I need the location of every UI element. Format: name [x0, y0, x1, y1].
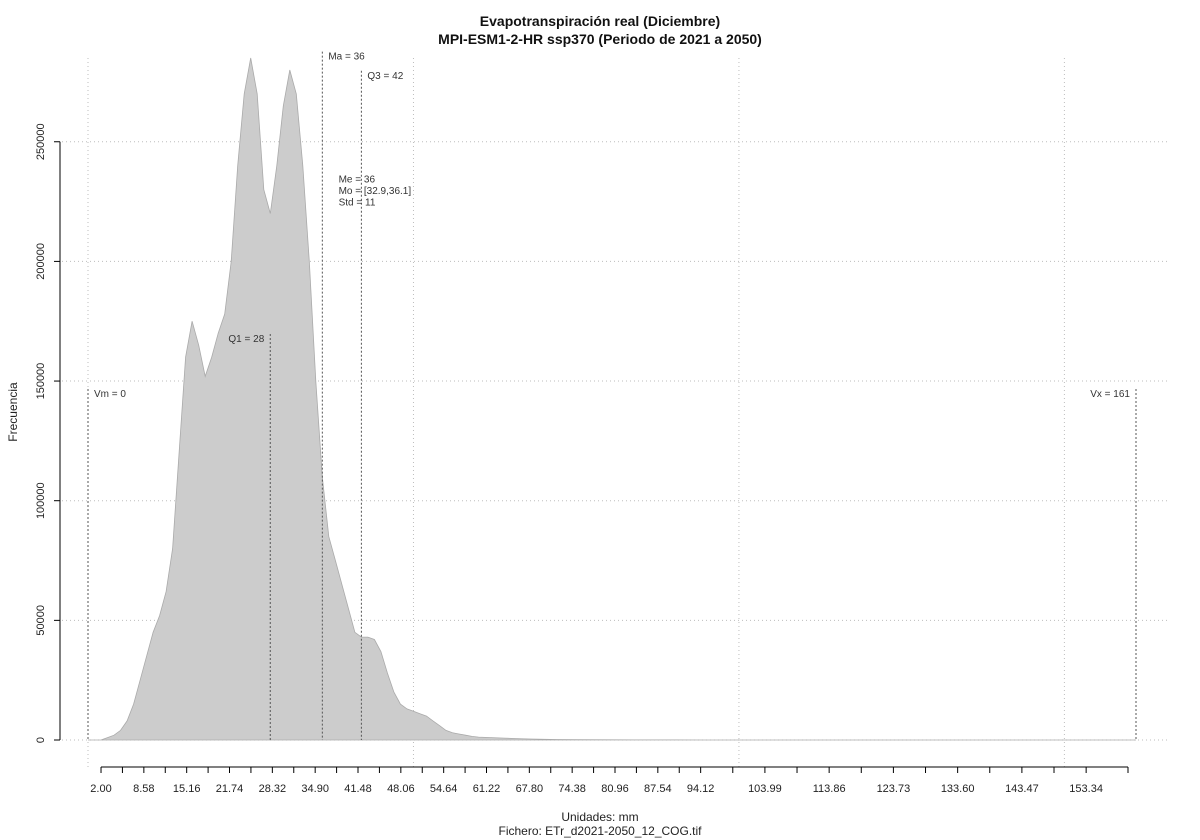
- stats-line: Std = 11: [339, 197, 376, 208]
- x-tick-label: 153.34: [1069, 783, 1103, 795]
- y-tick-label: 250000: [35, 123, 47, 160]
- x-tick-label: 123.73: [877, 783, 911, 795]
- y-tick-label: 150000: [35, 363, 47, 400]
- x-tick-label: 80.96: [601, 783, 629, 795]
- x-axis-label: Unidades: mm: [561, 810, 639, 824]
- chart-subtitle: MPI-ESM1-2-HR ssp370 (Periodo de 2021 a …: [438, 31, 762, 47]
- x-tick-label: 67.80: [516, 783, 544, 795]
- marker-label: Ma = 36: [328, 52, 365, 63]
- density-area: [88, 57, 1136, 741]
- x-tick-label: 61.22: [473, 783, 501, 795]
- x-tick-label: 113.86: [813, 783, 846, 795]
- x-tick-label: 8.58: [133, 783, 154, 795]
- x-tick-label: 48.06: [387, 783, 415, 795]
- x-tick-label: 41.48: [344, 783, 372, 795]
- marker-label: Vx = 161: [1090, 389, 1130, 400]
- x-tick-label: 54.64: [430, 783, 458, 795]
- y-tick-label: 200000: [35, 243, 47, 280]
- x-axis: 2.00 8.58 15.16 21.74 28.32 34.90 41.48 48.06 54…: [90, 766, 1129, 795]
- marker-label: Vm = 0: [94, 389, 126, 400]
- x-tick-label: 87.54: [644, 783, 672, 795]
- x-tick-label: 28.32: [259, 783, 287, 795]
- x-tick-label: 34.90: [301, 783, 329, 795]
- x-tick-label: 103.99: [748, 783, 782, 795]
- marker-label: Q3 = 42: [367, 71, 403, 82]
- stats-line: Mo = [32.9,36.1]: [339, 186, 412, 197]
- y-tick-label: 50000: [35, 605, 47, 636]
- x-tick-label: 15.16: [173, 783, 201, 795]
- y-axis-label: Frecuencia: [6, 382, 20, 442]
- y-axis: 0 50000 100000 150000 200000 250000: [35, 123, 61, 743]
- x-tick-label: 94.12: [687, 783, 715, 795]
- x-tick-label: 2.00: [90, 783, 111, 795]
- x-tick-label: 74.38: [558, 783, 586, 795]
- stats-line: Me = 36: [339, 174, 376, 185]
- x-tick-label: 21.74: [216, 783, 244, 795]
- y-tick-label: 100000: [35, 482, 47, 519]
- x-tick-label: 143.47: [1005, 783, 1039, 795]
- x-tick-label: 133.60: [941, 783, 975, 795]
- marker-label: Q1 = 28: [228, 334, 264, 345]
- y-tick-label: 0: [35, 737, 47, 743]
- density-fill: [88, 57, 1136, 741]
- chart-title: Evapotranspiración real (Diciembre): [479, 13, 721, 29]
- source-file-label: Fichero: ETr_d2021-2050_12_COG.tif: [498, 824, 702, 838]
